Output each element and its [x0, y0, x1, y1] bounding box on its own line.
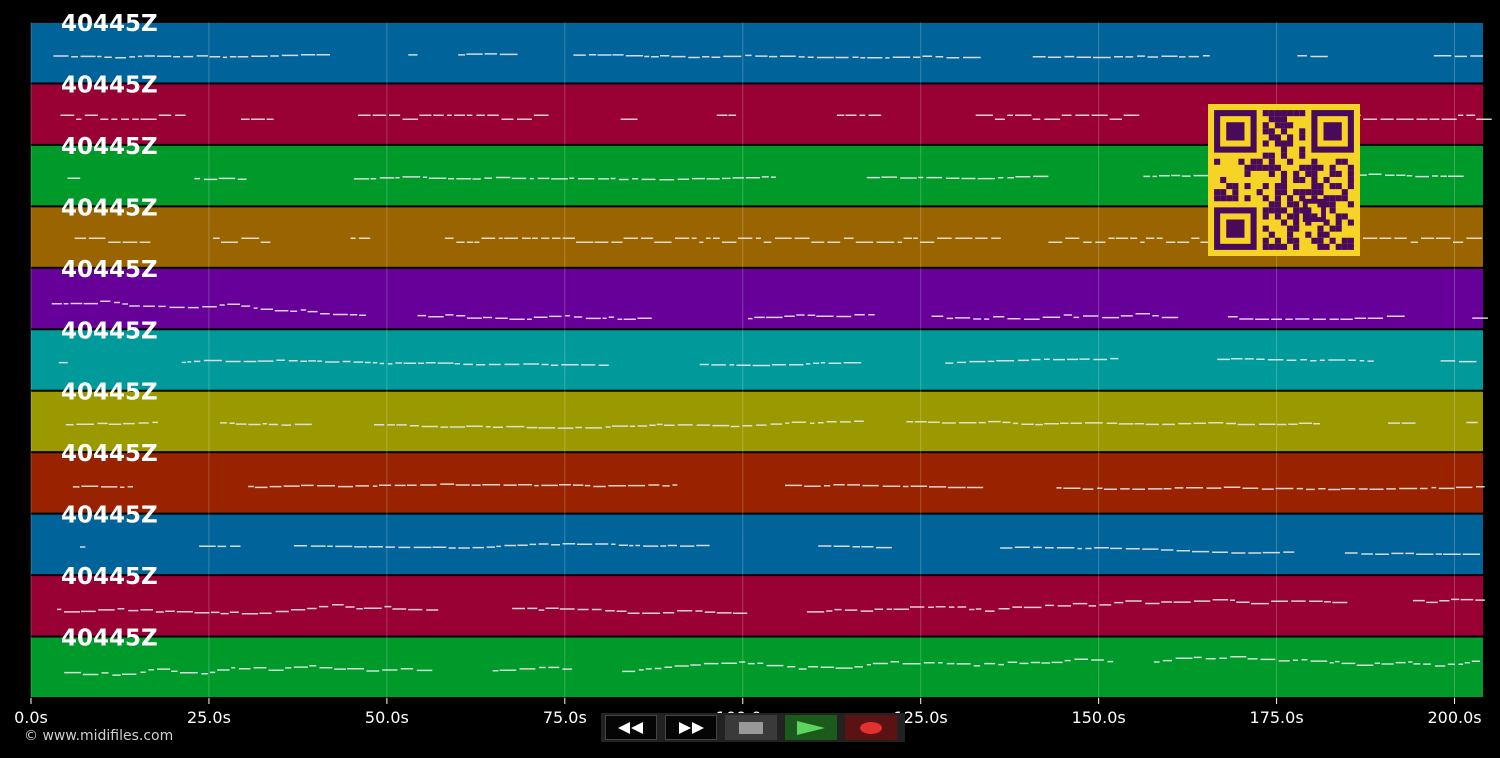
axis-tick-label: 50.0s: [365, 708, 409, 727]
track-lane: [31, 453, 1483, 513]
track-lane: [31, 576, 1483, 636]
track-lane: [31, 637, 1483, 697]
note-stream: [51, 300, 1488, 321]
note-stream: [64, 655, 1481, 676]
record-icon: [860, 721, 882, 734]
track-label: 40445Z: [61, 257, 158, 283]
track-lane: [31, 514, 1483, 575]
fast-forward-button[interactable]: [665, 715, 717, 740]
note-stream: [57, 598, 1485, 615]
note-stream: [72, 483, 1485, 491]
axis-tick-label: 25.0s: [187, 708, 231, 727]
track-label: 40445Z: [61, 318, 158, 344]
track-label: 40445Z: [61, 134, 158, 160]
axis-tick-label: 125.0s: [894, 708, 948, 727]
fast-forward-icon: [679, 721, 704, 734]
axis-tick-label: 175.0s: [1250, 708, 1304, 727]
copyright-notice: © www.midifiles.com: [24, 728, 174, 744]
track-label: 40445Z: [61, 564, 158, 590]
track-label: 40445Z: [61, 626, 158, 652]
track-lane: [31, 330, 1483, 390]
note-stream: [80, 543, 1481, 556]
track-label: 40445Z: [61, 195, 158, 221]
transport-controls: [601, 713, 905, 742]
axis-tick-label: 150.0s: [1072, 708, 1126, 727]
track-label: 40445Z: [61, 503, 158, 529]
track-label: 40445Z: [61, 11, 158, 37]
note-stream: [65, 420, 1478, 429]
axis-tick-label: 75.0s: [543, 708, 587, 727]
axis-tick-label: 0.0s: [14, 708, 48, 727]
note-stream: [53, 53, 1484, 59]
stop-button[interactable]: [725, 715, 777, 740]
play-button[interactable]: [785, 715, 837, 740]
rewind-icon: [618, 721, 643, 734]
track-label: 40445Z: [61, 441, 158, 467]
rewind-button[interactable]: [605, 715, 657, 740]
note-stream: [58, 357, 1477, 367]
record-button[interactable]: [845, 715, 897, 740]
axis-tick-label: 200.0s: [1427, 708, 1481, 727]
track-lane: [31, 23, 1483, 83]
play-icon: [797, 720, 825, 735]
stop-icon: [739, 721, 763, 734]
track-label: 40445Z: [61, 72, 158, 98]
track-lane: [31, 391, 1483, 452]
qr-code: [1208, 104, 1360, 256]
track-label: 40445Z: [61, 380, 158, 406]
